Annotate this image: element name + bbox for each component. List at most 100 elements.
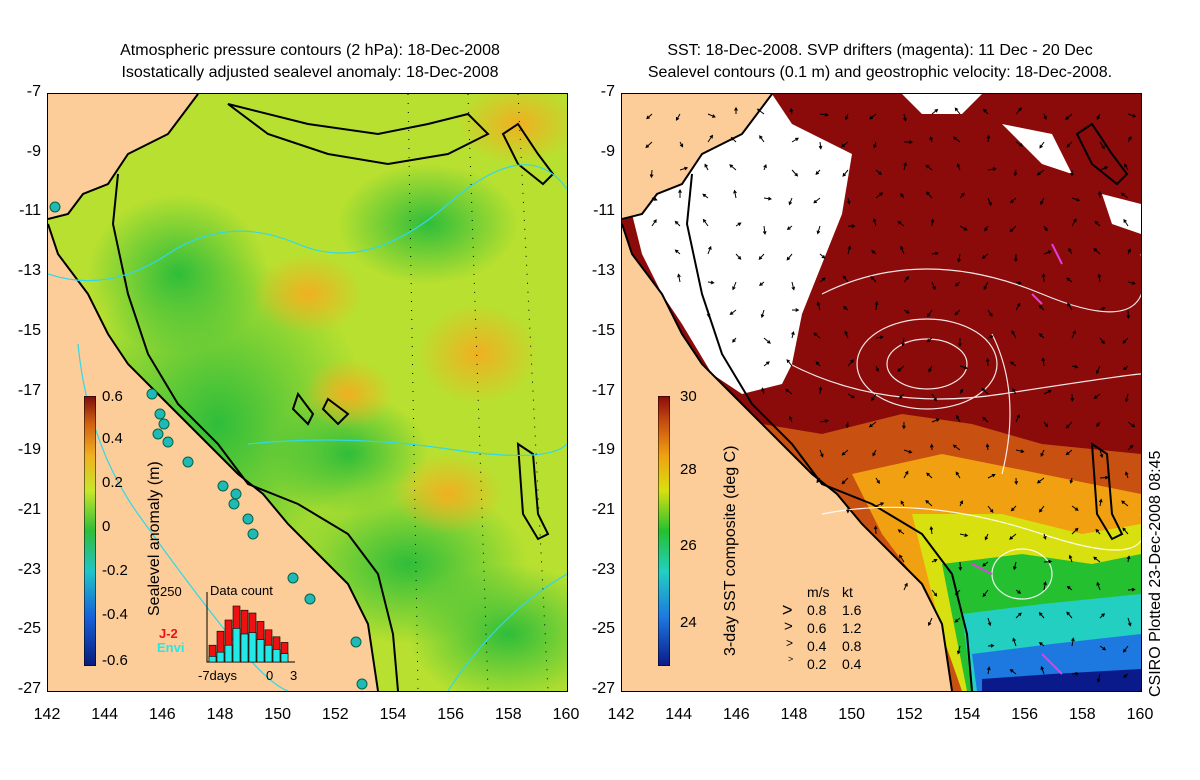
left-y-tick: -23	[17, 560, 41, 578]
vel-ms-value: 0.6	[807, 620, 827, 636]
velocity-arrow	[1099, 645, 1107, 651]
velocity-arrow	[900, 245, 905, 255]
inset-bar-envi	[208, 656, 217, 663]
velocity-arrow	[929, 135, 934, 143]
right-y-tick: -21	[591, 500, 615, 518]
velocity-arrow	[1036, 477, 1045, 484]
velocity-arrow	[818, 141, 823, 150]
left-cb-tick-2: 0.2	[102, 474, 123, 491]
velocity-arrow	[729, 164, 737, 171]
velocity-arrow	[900, 193, 905, 199]
inset-bar-envi	[248, 632, 257, 663]
velocity-arrow	[1071, 364, 1079, 369]
velocity-arrow	[903, 276, 910, 283]
velocity-arrow	[1127, 113, 1137, 118]
velocity-arrow	[1039, 141, 1045, 149]
velocity-arrow	[954, 617, 961, 623]
right-y-tick: -15	[591, 321, 615, 339]
velocity-arrow	[987, 309, 993, 317]
velocity-arrow	[959, 533, 969, 537]
inset-title: Data count	[210, 583, 273, 598]
velocity-arrow	[1097, 190, 1102, 199]
velocity-arrow	[645, 141, 653, 149]
velocity-arrow	[1041, 273, 1046, 283]
velocity-arrow	[1096, 673, 1101, 683]
velocity-arrow	[788, 415, 793, 423]
velocity-arrow	[1071, 637, 1075, 647]
velocity-arrow	[1067, 302, 1073, 311]
velocity-arrow	[903, 309, 910, 314]
velocity-arrow	[816, 301, 821, 311]
velocity-arrow	[756, 108, 765, 115]
left-x-tick: 142	[33, 706, 61, 723]
velocity-arrow	[1093, 248, 1101, 255]
right-x-tick: 148	[780, 706, 808, 723]
velocity-arrow	[986, 134, 991, 143]
velocity-arrow	[872, 449, 877, 457]
vel-arrow-icon: >	[786, 636, 794, 650]
left-x-tick: 152	[321, 706, 349, 723]
velocity-arrow	[1093, 393, 1101, 399]
velocity-arrow	[1040, 197, 1045, 206]
velocity-arrow	[1038, 333, 1045, 339]
vel-ms-value: 0.2	[807, 656, 827, 672]
vel-ms-value: 0.8	[807, 602, 827, 618]
velocity-arrow	[930, 218, 935, 227]
velocity-arrow	[1120, 192, 1129, 199]
velocity-arrow	[1093, 556, 1101, 563]
velocity-arrow	[707, 280, 715, 285]
velocity-arrow	[1126, 555, 1131, 563]
velocity-arrow	[842, 275, 849, 283]
velocity-arrow	[1038, 641, 1045, 647]
velocity-arrow	[816, 225, 821, 235]
velocity-arrow	[1127, 444, 1134, 451]
left-x-tick: 150	[264, 706, 291, 723]
velocity-arrow	[1125, 471, 1129, 479]
velocity-arrow	[1043, 533, 1047, 540]
velocity-arrow	[729, 309, 737, 315]
velocity-arrow	[1123, 673, 1129, 678]
velocity-arrow	[847, 245, 852, 255]
velocity-arrow	[1121, 500, 1129, 507]
velocity-arrow	[1015, 449, 1025, 454]
velocity-arrow	[1127, 587, 1136, 592]
velocity-arrow	[1015, 589, 1022, 594]
right-cb-tick-0: 30	[680, 388, 697, 405]
velocity-arrow	[649, 169, 654, 179]
velocity-arrow	[763, 361, 770, 367]
velocity-arrow	[1043, 559, 1053, 564]
velocity-arrow	[786, 225, 793, 231]
left-x-tick: 146	[148, 706, 176, 723]
velocity-arrow	[959, 500, 964, 507]
velocity-arrow	[1043, 113, 1047, 120]
velocity-arrow	[1043, 250, 1052, 255]
vel-arrow-icon: >	[782, 600, 793, 620]
velocity-arrow	[900, 500, 905, 507]
velocity-arrow	[903, 113, 907, 122]
velocity-arrow	[987, 473, 996, 479]
velocity-arrow	[873, 141, 877, 149]
left-cb-tick-4: -0.2	[102, 562, 128, 579]
velocity-arrow	[982, 416, 989, 423]
velocity-arrow	[897, 365, 905, 372]
left-map-panel[interactable]: 0.6 0.4 0.2 0 -0.2 -0.4 -0.6 Sealevel an…	[47, 93, 568, 692]
left-y-tick: -13	[17, 262, 41, 280]
right-cb-tick-3: 24	[680, 614, 697, 631]
velocity-arrow	[926, 337, 933, 343]
left-y-tick: -7	[26, 83, 41, 100]
velocity-arrow	[986, 666, 991, 675]
velocity-arrow	[651, 197, 658, 201]
velocity-arrow	[791, 331, 795, 339]
velocity-arrow	[869, 113, 877, 120]
velocity-arrow	[903, 162, 908, 171]
velocity-arrow	[903, 449, 913, 454]
left-cb-tick-0: 0.6	[102, 388, 123, 405]
vel-header-ms: m/s	[807, 584, 830, 600]
velocity-arrow	[758, 253, 765, 260]
left-title-line1: Atmospheric pressure contours (2 hPa): 1…	[120, 42, 500, 59]
left-x-tick: 156	[437, 706, 464, 723]
right-map-panel[interactable]: 30 28 26 24 3-day SST composite (deg C) …	[621, 93, 1142, 692]
left-cb-tick-1: 0.4	[102, 430, 123, 447]
velocity-arrow	[651, 219, 657, 227]
inset-bar-envi	[224, 644, 233, 663]
